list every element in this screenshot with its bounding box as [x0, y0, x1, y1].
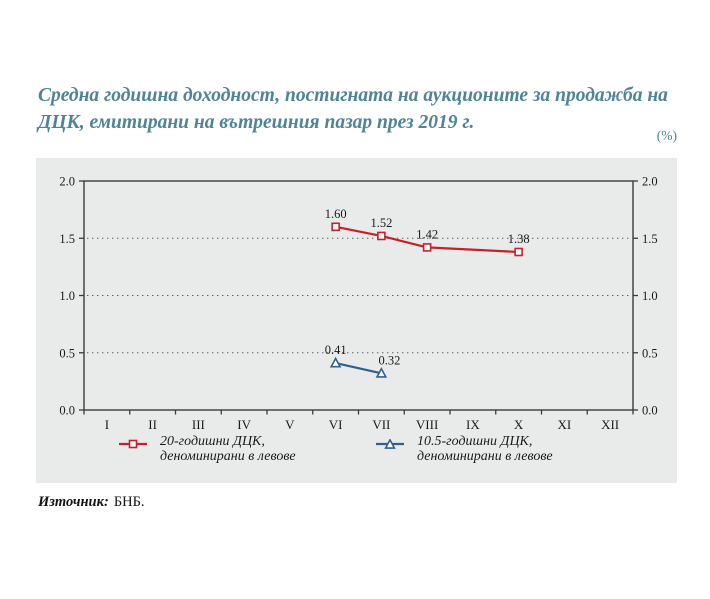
legend-label-20y: 20-годишни ДЦК, деноминирани в левове: [160, 434, 296, 464]
svg-text:0.5: 0.5: [642, 346, 658, 360]
legend-label-10-5y-line2: деноминирани в левове: [417, 449, 553, 464]
svg-text:2.0: 2.0: [642, 175, 658, 189]
yield-line-chart: 0.0 0.00.5 0.51.0 1.01.5 1.52.0 2.0I II III IV V V…: [59, 175, 657, 433]
legend-entry-10-5y: 10.5-годишни ДЦК, деноминирани в левове: [375, 434, 553, 464]
svg-text:1.0: 1.0: [642, 289, 658, 303]
svg-text:V: V: [285, 417, 295, 432]
svg-text:0.5: 0.5: [59, 346, 75, 360]
chart-title: Средна годишна доходност, постигната на …: [38, 82, 686, 136]
legend-label-20y-line2: деноминирани в левове: [160, 449, 296, 464]
svg-text:III: III: [192, 417, 205, 432]
chart-panel: 0.0 0.0 0.5 0.5 1.0 1.0 1.5 1.5 2.0 2.0 I II III IV V V…: [36, 158, 677, 483]
svg-text:VI: VI: [329, 417, 343, 432]
svg-text:XI: XI: [558, 417, 572, 432]
svg-text:0.0: 0.0: [59, 404, 75, 418]
svg-text:1.5: 1.5: [642, 232, 658, 246]
source-value: БНБ.: [113, 494, 145, 510]
data-label-10_5y-bgn-VII: 0.32: [378, 353, 400, 367]
svg-text:II: II: [148, 417, 157, 432]
x-axis-labels: I II III IV V VI VII VIII IX X XI XII: [105, 417, 619, 432]
chart-title-line-2: ДЦК, емитирани на вътрешния пазар през 2…: [38, 112, 475, 133]
svg-text:I: I: [105, 417, 109, 432]
svg-text:XII: XII: [601, 417, 619, 432]
gridlines: [87, 237, 632, 354]
axes: 0.0 0.0 0.5 0.5 1.0 1.0 1.5 1.5 2.0 2.0: [59, 175, 657, 418]
unit-label: (%): [656, 128, 677, 143]
legend-label-10-5y-line1: 10.5-годишни ДЦК,: [417, 434, 533, 449]
legend-swatch-10-5y-blue-triangle-icon: [376, 439, 404, 449]
svg-text:0.0: 0.0: [642, 404, 658, 418]
legend-entry-20y: 20-годишни ДЦК, деноминирани в левове: [118, 434, 296, 464]
svg-text:X: X: [514, 417, 524, 432]
svg-text:IV: IV: [237, 417, 251, 432]
series-20y-bgn: 1.60 1.52 1.42 1.38: [325, 207, 530, 257]
data-label-10_5y-bgn-VI: 0.41: [325, 343, 347, 357]
data-label-20y-bgn-VIII: 1.42: [416, 227, 438, 241]
chart-title-line-1: Средна годишна доходност, постигната на …: [38, 85, 668, 106]
data-label-20y-bgn-X: 1.38: [508, 232, 530, 246]
source-line: Източник: БНБ.: [38, 494, 145, 511]
series-10_5y-bgn: 0.41 0.32: [325, 343, 400, 378]
data-label-20y-bgn-VI: 1.60: [325, 207, 347, 221]
legend-label-20y-line1: 20-годишни ДЦК,: [160, 434, 265, 449]
svg-text:1.5: 1.5: [59, 232, 75, 246]
svg-text:IX: IX: [466, 417, 480, 432]
legend-label-10-5y: 10.5-годишни ДЦК, деноминирани в левове: [417, 434, 553, 464]
legend-swatch-20y-red-square-icon: [119, 439, 147, 449]
svg-text:VIII: VIII: [416, 417, 438, 432]
source-label: Източник:: [38, 494, 109, 510]
svg-text:1.0: 1.0: [59, 289, 75, 303]
svg-text:VII: VII: [372, 417, 390, 432]
svg-text:2.0: 2.0: [59, 175, 75, 189]
data-label-20y-bgn-VII: 1.52: [370, 216, 392, 230]
